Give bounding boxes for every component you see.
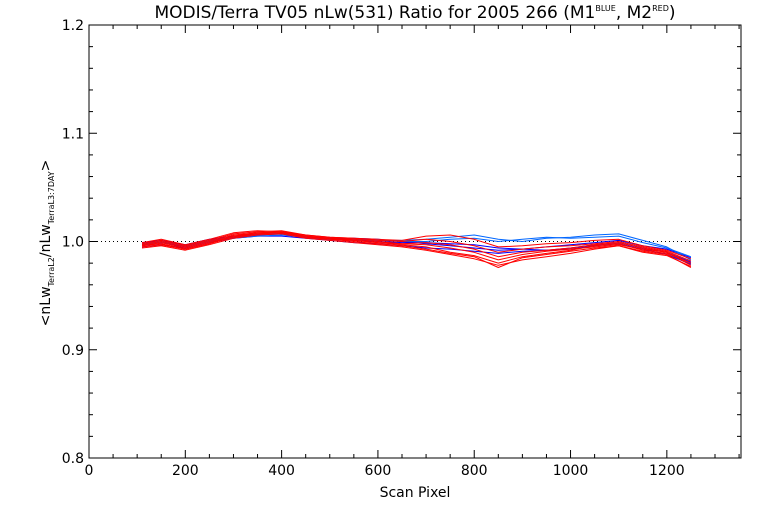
x-tick-label: 0 [85,463,94,479]
chart-title: MODIS/Terra TV05 nLw(531) Ratio for 2005… [154,3,675,23]
series-line-2 [141,232,692,259]
x-tick-label: 400 [268,463,295,479]
y-tick-label: 1.0 [62,235,84,251]
series-line-8 [141,233,692,267]
y-tick-label: 0.9 [62,343,84,359]
y-axis-label: <nLwTerraL2/nLwTerraL3:7DAY> [38,160,56,327]
series-line-12 [141,232,692,264]
series-line-7 [141,230,692,262]
x-tick-label: 1000 [553,463,589,479]
x-tick-label: 200 [172,463,199,479]
series-line-10 [141,230,692,260]
x-tick-label: 800 [461,463,488,479]
axis-ticks: 0 200 400 600 800 1000 1200 0.8 0.9 1.0 1.1 1.2 [62,18,741,479]
x-axis-label: Scan Pixel [380,485,451,501]
x-tick-label: 600 [365,463,392,479]
series-line-11 [141,232,692,268]
series-line-5 [141,233,692,261]
x-tick-label: 1200 [649,463,685,479]
y-tick-label: 1.2 [62,18,84,34]
series-lines [141,230,692,268]
y-tick-label: 0.8 [62,451,84,467]
series-line-9 [141,232,692,266]
y-tick-label: 1.1 [62,126,84,142]
